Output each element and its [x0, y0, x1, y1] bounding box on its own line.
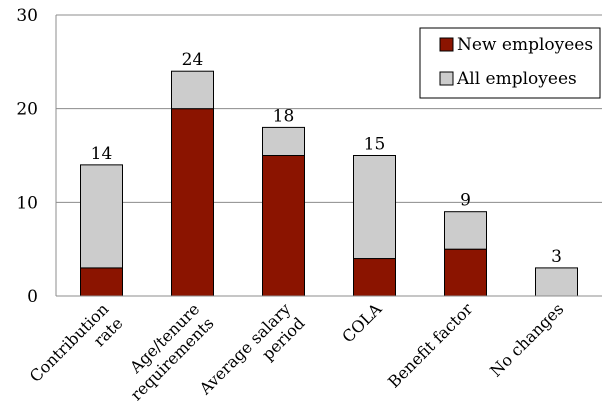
bar-segment-new-employees [262, 155, 305, 297]
legend-swatch [439, 71, 454, 86]
bar-segment-new-employees [171, 108, 214, 297]
x-category-label: No changes [486, 299, 567, 380]
x-category-label-line: COLA [338, 299, 385, 346]
y-tick-label: 0 [27, 287, 38, 307]
x-category-label: Benefit factor [384, 299, 476, 391]
bar-total-label: 14 [91, 144, 113, 164]
x-category-label-line: Benefit factor [384, 299, 476, 391]
bar-segment-all-employees [262, 126, 305, 157]
legend-label: New employees [457, 35, 593, 55]
bar-segment-all-employees [171, 70, 214, 110]
gridlines [56, 14, 602, 203]
x-category-label: Average salaryperiod [195, 299, 308, 412]
axes [55, 15, 602, 297]
bar-total-label: 18 [273, 106, 295, 126]
bar-segment-new-employees [353, 258, 396, 297]
legend-swatch [439, 37, 454, 52]
bar-segment-all-employees [80, 164, 123, 269]
x-category-label-line: No changes [486, 299, 567, 380]
bar-segment-all-employees [444, 211, 487, 250]
legend-label: All employees [456, 69, 577, 89]
bar-total-label: 3 [551, 247, 562, 267]
bar-segment-new-employees [80, 267, 123, 297]
bar-total-label: 24 [182, 50, 204, 70]
bar-segment-all-employees [353, 155, 396, 260]
bar-stacks [80, 70, 578, 297]
y-tick-label: 20 [16, 100, 38, 120]
bar-segment-new-employees [444, 248, 487, 297]
total-value-labels: 14 24 18 15 9 3 [91, 50, 562, 267]
y-axis-tick-labels: 0 10 20 30 [16, 6, 38, 307]
legend: New employees All employees [419, 27, 601, 99]
bar-total-label: 9 [460, 191, 471, 211]
x-category-label: COLA [338, 299, 385, 346]
y-tick-label: 10 [16, 193, 38, 213]
bar-segment-all-employees [535, 267, 578, 297]
y-tick-label: 30 [16, 6, 38, 26]
x-category-label: Contributionrate [26, 299, 127, 400]
bar-total-label: 15 [364, 135, 386, 155]
x-axis-category-labels: Contributionrate Age/tenurerequirementsAv… [26, 299, 568, 412]
